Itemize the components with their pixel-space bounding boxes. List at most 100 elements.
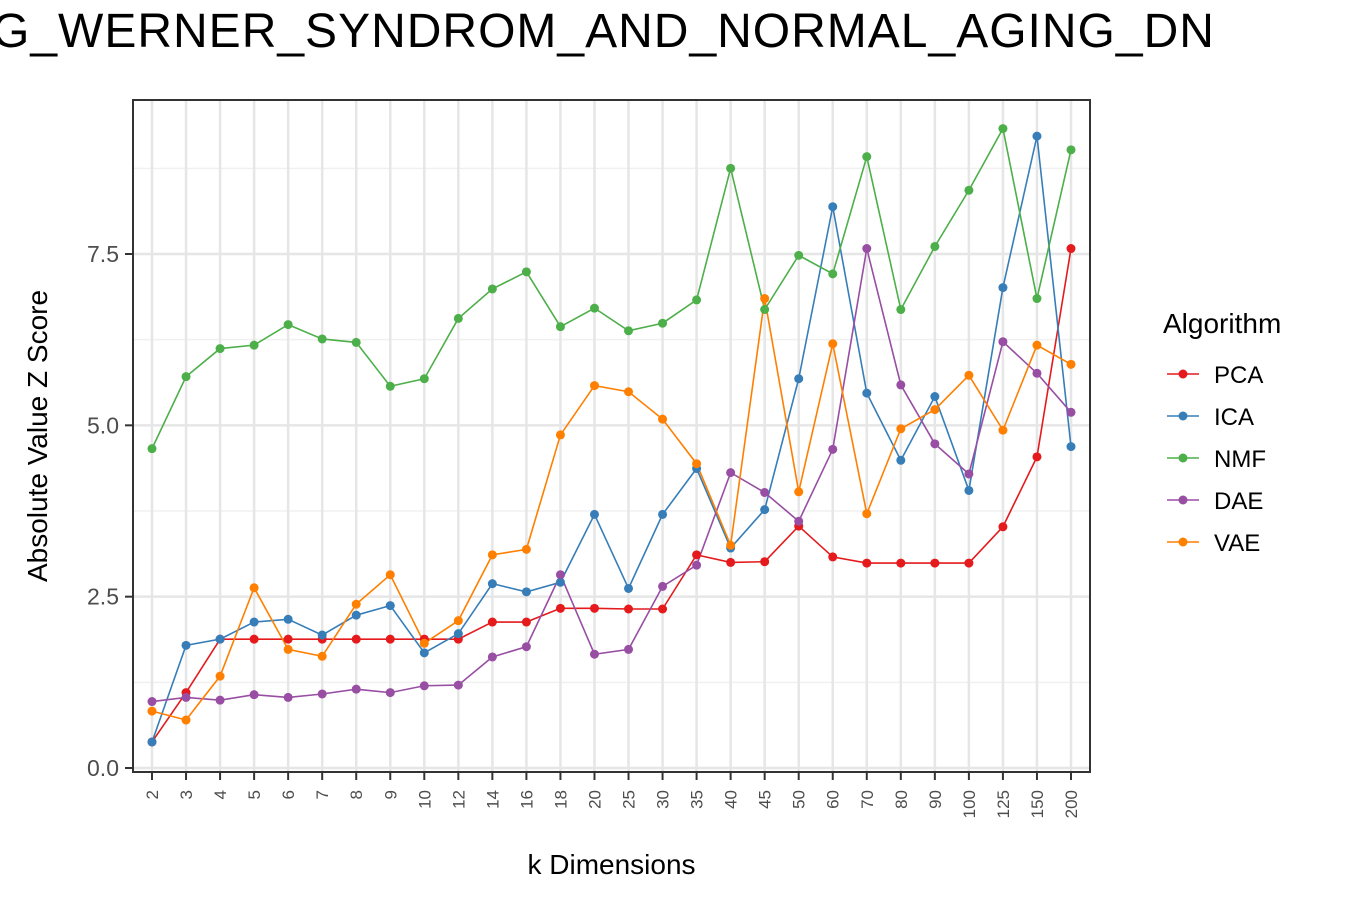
nmf-point	[249, 340, 259, 350]
pca-point	[624, 604, 634, 614]
nmf-point	[487, 284, 497, 294]
legend-key-point	[1178, 537, 1188, 547]
vae-point	[624, 387, 634, 397]
dae-point	[555, 570, 565, 580]
nmf-point	[658, 318, 668, 328]
y-tick-label: 7.5	[87, 241, 119, 267]
legend-label: VAE	[1214, 530, 1260, 557]
pca-point	[726, 557, 736, 567]
chart-title: G_WERNER_SYNDROM_AND_NORMAL_AGING_DN	[0, 5, 1215, 58]
x-tick-label: 50	[790, 790, 809, 809]
vae-point	[998, 425, 1008, 435]
grid-lines	[133, 100, 1090, 772]
nmf-point	[794, 250, 804, 260]
ica-point	[760, 505, 770, 515]
vae-point	[249, 583, 259, 593]
nmf-point	[419, 374, 429, 384]
vae-point	[896, 424, 906, 434]
ica-point	[453, 629, 463, 639]
pca-point	[998, 522, 1008, 532]
ica-point	[998, 283, 1008, 293]
dae-point	[828, 444, 838, 454]
vae-point	[147, 706, 157, 716]
nmf-point	[385, 381, 395, 391]
x-tick-label: 45	[756, 790, 775, 809]
ica-point	[1066, 442, 1076, 452]
ica-point	[589, 509, 599, 519]
dae-point	[1066, 407, 1076, 417]
x-axis-title: k Dimensions	[527, 849, 695, 880]
nmf-series-line	[151, 126, 1072, 449]
pca-point	[930, 558, 940, 568]
vae-point	[828, 339, 838, 349]
ica-point	[862, 388, 872, 398]
ica-point	[249, 617, 259, 627]
plot-panel-border	[132, 99, 1091, 773]
pca-series-line	[151, 248, 1072, 743]
ica-point	[385, 601, 395, 611]
nmf-point	[998, 124, 1008, 134]
dae-point	[215, 695, 225, 705]
vae-point	[760, 294, 770, 304]
vae-point	[215, 671, 225, 681]
vae-point	[555, 430, 565, 440]
vae-point	[964, 370, 974, 380]
dae-point	[453, 680, 463, 690]
x-tick-label: 2	[143, 790, 162, 799]
nmf-point	[896, 305, 906, 315]
legend-label: NMF	[1214, 446, 1266, 473]
nmf-point	[692, 295, 702, 305]
nmf-point	[181, 372, 191, 382]
x-tick-label: 30	[654, 790, 673, 809]
x-tick-label: 40	[722, 790, 741, 809]
pca-point	[1032, 452, 1042, 462]
dae-point	[998, 337, 1008, 347]
x-tick-label: 5	[245, 790, 264, 799]
dae-point	[862, 244, 872, 254]
legend-item: ICA	[1167, 404, 1254, 431]
legend-item: DAE	[1167, 488, 1263, 515]
vae-point	[692, 459, 702, 469]
y-tick-label: 5.0	[87, 412, 119, 438]
nmf-point	[964, 185, 974, 195]
legend-item: NMF	[1167, 446, 1266, 473]
legend-label: PCA	[1214, 362, 1263, 389]
dae-point	[181, 692, 191, 702]
ica-point	[1032, 131, 1042, 141]
pca-point	[351, 634, 361, 644]
ica-point	[215, 634, 225, 644]
pca-point	[964, 558, 974, 568]
dae-point	[487, 652, 497, 662]
ica-point	[794, 374, 804, 384]
ica-point	[658, 509, 668, 519]
pca-point	[692, 550, 702, 560]
vae-point	[589, 381, 599, 391]
legend-label: ICA	[1214, 404, 1254, 431]
nmf-point	[317, 334, 327, 344]
pca-point	[487, 617, 497, 627]
x-tick-label: 6	[279, 790, 298, 799]
vae-point	[283, 644, 293, 654]
vae-point	[794, 487, 804, 497]
dae-point	[760, 487, 770, 497]
nmf-point	[862, 152, 872, 162]
pca-point	[385, 634, 395, 644]
legend-key-point	[1178, 369, 1188, 379]
nmf-point	[760, 305, 770, 315]
ica-point	[964, 485, 974, 495]
ica-point	[283, 614, 293, 624]
vae-point	[1032, 340, 1042, 350]
nmf-point	[215, 344, 225, 354]
vae-point	[385, 570, 395, 580]
y-tick-label: 2.5	[87, 584, 119, 610]
series-lines	[151, 126, 1072, 743]
pca-point	[1066, 244, 1076, 254]
dae-point	[896, 380, 906, 390]
ica-point	[555, 577, 565, 587]
nmf-point	[930, 241, 940, 251]
nmf-point	[555, 322, 565, 332]
x-tick-label: 12	[449, 790, 468, 809]
nmf-point	[726, 163, 736, 173]
ica-point	[896, 455, 906, 465]
dae-point	[589, 649, 599, 659]
